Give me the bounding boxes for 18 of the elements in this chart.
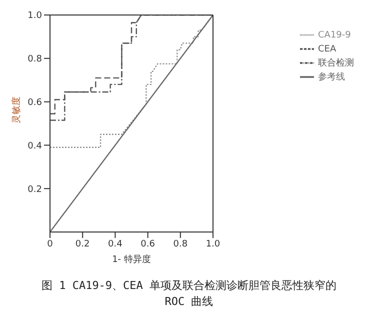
x-tick-label: 0.6	[140, 239, 156, 250]
x-tick-label: 0.4	[108, 239, 123, 250]
text: 图 1 CA19-9、CEA 单项及联合检测诊断胆管良恶性狭窄的 ROC 曲线	[40, 278, 338, 310]
y-axis-title: 灵敏度	[11, 96, 22, 124]
x-axis-title: 1- 特异度	[112, 254, 151, 265]
x-tick-label: 1.0	[206, 239, 220, 250]
x-tick-label: 0.2	[75, 239, 90, 250]
y-tick-label: 0.8	[28, 54, 42, 65]
x-tick-label: 0.8	[173, 239, 188, 250]
legend-label: CA19-9	[318, 30, 351, 40]
y-tick-label: 0.6	[28, 98, 42, 108]
legend-label: CEA	[318, 44, 336, 54]
legend-label: 联合检测	[318, 58, 354, 68]
legend-label: 参考线	[318, 72, 345, 82]
y-tick-label: 1.0	[28, 11, 42, 22]
y-tick-label: 0.2	[28, 184, 42, 195]
y-tick-label: 0.4	[28, 141, 42, 152]
x-tick-label: 0	[47, 239, 54, 250]
